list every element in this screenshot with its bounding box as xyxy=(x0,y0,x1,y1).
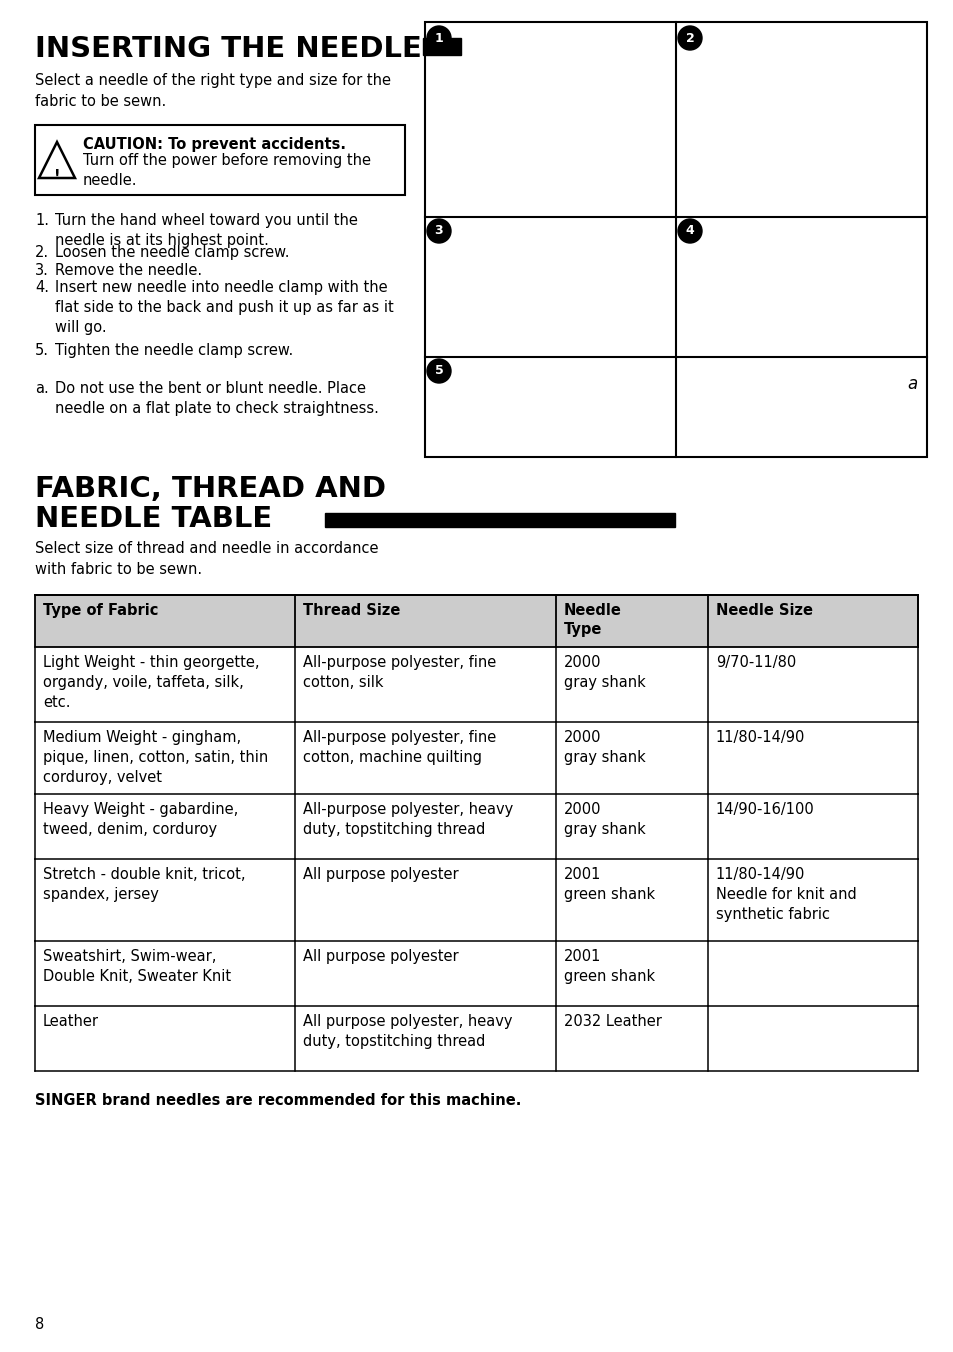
Text: 4: 4 xyxy=(685,224,694,238)
Text: Stretch - double knit, tricot,
spandex, jersey: Stretch - double knit, tricot, spandex, … xyxy=(43,867,245,902)
Text: Insert new needle into needle clamp with the
flat side to the back and push it u: Insert new needle into needle clamp with… xyxy=(55,280,394,334)
Text: All purpose polyester: All purpose polyester xyxy=(303,867,458,882)
Text: INSERTING THE NEEDLE: INSERTING THE NEEDLE xyxy=(35,35,421,64)
Circle shape xyxy=(427,219,451,243)
Text: All purpose polyester, heavy
duty, topstitching thread: All purpose polyester, heavy duty, topst… xyxy=(303,1014,513,1049)
Text: 2000
gray shank: 2000 gray shank xyxy=(563,730,645,765)
Text: a.: a. xyxy=(35,381,49,396)
Bar xyxy=(422,38,460,55)
Text: 4.: 4. xyxy=(35,280,49,295)
Bar xyxy=(35,595,917,648)
Text: 14/90-16/100: 14/90-16/100 xyxy=(715,802,814,817)
Text: All-purpose polyester, heavy
duty, topstitching thread: All-purpose polyester, heavy duty, topst… xyxy=(303,802,514,837)
Text: 1.: 1. xyxy=(35,214,49,228)
Text: Type of Fabric: Type of Fabric xyxy=(43,603,158,618)
Circle shape xyxy=(678,26,701,50)
Text: FABRIC, THREAD AND: FABRIC, THREAD AND xyxy=(35,475,386,503)
Text: 3: 3 xyxy=(435,224,443,238)
Text: 2: 2 xyxy=(685,31,694,45)
Text: Select a needle of the right type and size for the
fabric to be sewn.: Select a needle of the right type and si… xyxy=(35,73,391,110)
Text: 2000
gray shank: 2000 gray shank xyxy=(563,654,645,690)
Text: Turn off the power before removing the
needle.: Turn off the power before removing the n… xyxy=(83,153,371,188)
Text: CAUTION: To prevent accidents.: CAUTION: To prevent accidents. xyxy=(83,137,346,151)
Bar xyxy=(424,22,926,457)
Text: 11/80-14/90
Needle for knit and
synthetic fabric: 11/80-14/90 Needle for knit and syntheti… xyxy=(715,867,856,922)
Text: 5.: 5. xyxy=(35,343,49,358)
Circle shape xyxy=(678,219,701,243)
Text: 1: 1 xyxy=(435,31,443,45)
Bar xyxy=(35,1006,917,1071)
Text: 2.: 2. xyxy=(35,245,49,260)
Text: Heavy Weight - gabardine,
tweed, denim, corduroy: Heavy Weight - gabardine, tweed, denim, … xyxy=(43,802,238,837)
Bar xyxy=(325,512,675,527)
Text: 5: 5 xyxy=(435,365,443,377)
Text: !: ! xyxy=(53,168,60,183)
Text: 9/70-11/80: 9/70-11/80 xyxy=(715,654,795,671)
Text: 2001
green shank: 2001 green shank xyxy=(563,949,655,984)
Text: 2001
green shank: 2001 green shank xyxy=(563,867,655,902)
Text: NEEDLE TABLE: NEEDLE TABLE xyxy=(35,506,272,533)
Text: All-purpose polyester, fine
cotton, silk: All-purpose polyester, fine cotton, silk xyxy=(303,654,497,690)
Text: Medium Weight - gingham,
pique, linen, cotton, satin, thin
corduroy, velvet: Medium Weight - gingham, pique, linen, c… xyxy=(43,730,268,784)
Bar xyxy=(35,722,917,794)
Text: Select size of thread and needle in accordance
with fabric to be sewn.: Select size of thread and needle in acco… xyxy=(35,541,378,577)
Circle shape xyxy=(427,26,451,50)
Bar xyxy=(35,941,917,1006)
Polygon shape xyxy=(39,142,75,178)
Text: 8: 8 xyxy=(35,1317,44,1332)
Text: Needle Size: Needle Size xyxy=(715,603,812,618)
Text: 2000
gray shank: 2000 gray shank xyxy=(563,802,645,837)
Bar xyxy=(35,648,917,722)
Text: 2032 Leather: 2032 Leather xyxy=(563,1014,661,1029)
Text: Needle
Type: Needle Type xyxy=(563,603,621,637)
Text: All purpose polyester: All purpose polyester xyxy=(303,949,458,964)
Text: 3.: 3. xyxy=(35,264,49,279)
Text: Thread Size: Thread Size xyxy=(303,603,400,618)
Text: 11/80-14/90: 11/80-14/90 xyxy=(715,730,804,745)
Text: Tighten the needle clamp screw.: Tighten the needle clamp screw. xyxy=(55,343,293,358)
Text: a: a xyxy=(906,375,916,393)
Text: Light Weight - thin georgette,
organdy, voile, taffeta, silk,
etc.: Light Weight - thin georgette, organdy, … xyxy=(43,654,259,710)
Bar xyxy=(35,859,917,941)
Text: Turn the hand wheel toward you until the
needle is at its highest point.: Turn the hand wheel toward you until the… xyxy=(55,214,357,247)
Text: Remove the needle.: Remove the needle. xyxy=(55,264,202,279)
Text: All-purpose polyester, fine
cotton, machine quilting: All-purpose polyester, fine cotton, mach… xyxy=(303,730,497,765)
Bar xyxy=(35,124,405,195)
Text: Leather: Leather xyxy=(43,1014,99,1029)
Text: Loosen the needle clamp screw.: Loosen the needle clamp screw. xyxy=(55,245,289,260)
Bar xyxy=(35,794,917,859)
Circle shape xyxy=(427,360,451,383)
Text: Sweatshirt, Swim-wear,
Double Knit, Sweater Knit: Sweatshirt, Swim-wear, Double Knit, Swea… xyxy=(43,949,231,984)
Text: SINGER brand needles are recommended for this machine.: SINGER brand needles are recommended for… xyxy=(35,1092,521,1109)
Text: Do not use the bent or blunt needle. Place
needle on a flat plate to check strai: Do not use the bent or blunt needle. Pla… xyxy=(55,381,378,416)
